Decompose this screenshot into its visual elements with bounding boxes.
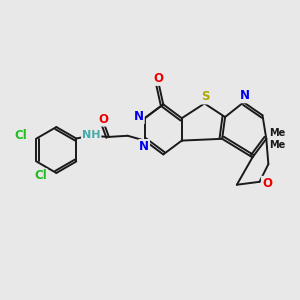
Text: N: N [139,140,149,153]
Text: Cl: Cl [14,129,27,142]
Text: O: O [98,113,108,126]
Text: NH: NH [82,130,100,140]
Text: N: N [134,110,144,123]
Text: Cl: Cl [34,169,47,182]
Text: N: N [240,89,250,102]
Text: S: S [201,91,209,103]
Text: O: O [154,72,164,85]
Text: O: O [262,177,272,190]
Text: Me: Me [269,128,286,138]
Text: Me: Me [269,140,286,150]
